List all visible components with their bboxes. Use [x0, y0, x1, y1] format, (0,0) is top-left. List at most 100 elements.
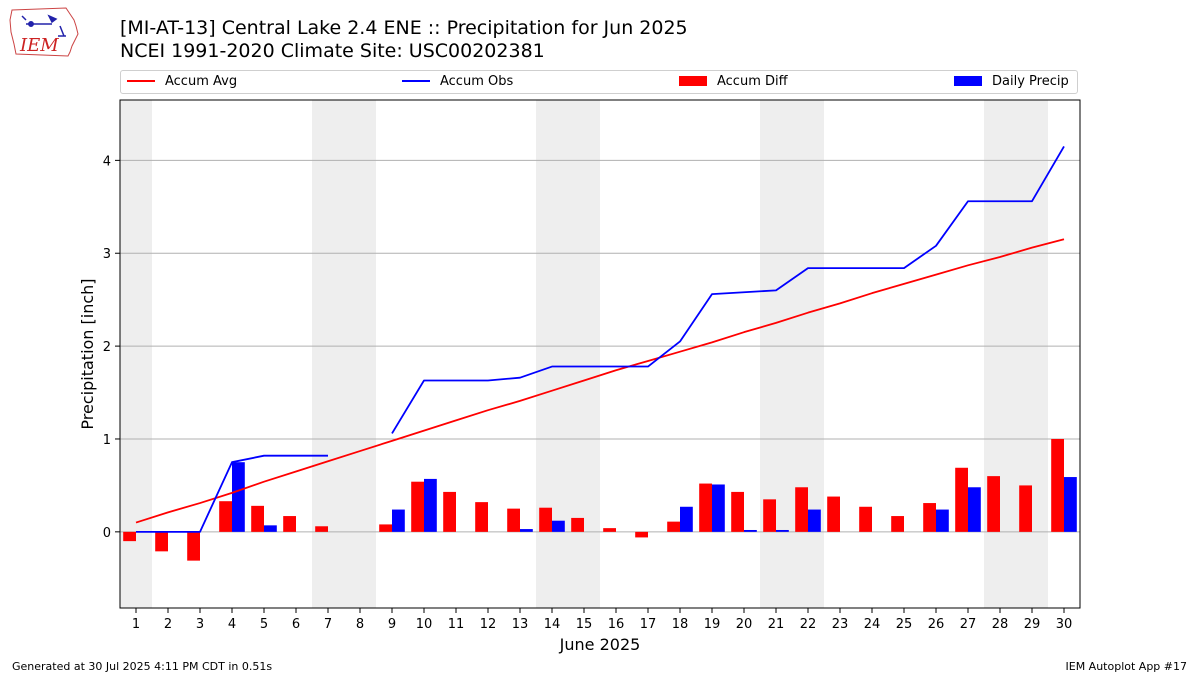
legend-item-accum-obs: Accum Obs — [402, 74, 513, 90]
accum-obs-line — [391, 145, 1065, 434]
legend-label-accum-obs: Accum Obs — [440, 74, 514, 89]
chart-legend: Accum Avg Accum Obs Accum Diff Daily Pre… — [120, 70, 1078, 94]
accum-diff-bar — [987, 476, 1000, 532]
accum-diff-bar — [635, 531, 648, 538]
x-tick-label: 9 — [388, 617, 396, 632]
accum-diff-bar — [731, 491, 744, 532]
x-tick-label: 18 — [672, 617, 689, 632]
accum-diff-bar — [219, 501, 232, 532]
daily-precip-bar — [392, 509, 405, 532]
footer-generated: Generated at 30 Jul 2025 4:11 PM CDT in … — [12, 660, 273, 673]
x-tick-label: 12 — [480, 617, 497, 632]
chart-subtitle: NCEI 1991-2020 Climate Site: USC00202381 — [120, 40, 545, 62]
daily-precip-bar — [264, 525, 277, 532]
legend-swatch-accum-obs — [402, 79, 430, 82]
daily-precip-bar — [968, 487, 981, 532]
x-tick-label: 10 — [416, 617, 433, 632]
legend-swatch-accum-avg — [127, 79, 155, 82]
accum-diff-bar — [923, 503, 936, 532]
daily-precip-bar — [776, 529, 789, 532]
y-tick-label: 0 — [103, 526, 111, 541]
accum-diff-bar — [283, 516, 296, 532]
daily-precip-bar — [808, 509, 821, 532]
accum-diff-bar — [443, 491, 456, 532]
y-tick-label: 3 — [103, 247, 111, 262]
daily-precip-bar — [680, 506, 693, 532]
accum-obs-line — [136, 454, 328, 533]
x-tick-label: 15 — [576, 617, 593, 632]
x-tick-label: 4 — [228, 617, 236, 632]
x-tick-label: 11 — [448, 617, 465, 632]
x-tick-label: 8 — [356, 617, 364, 632]
accum-avg-line — [135, 238, 1065, 524]
daily-precip-bar — [552, 520, 565, 532]
x-tick-label: 28 — [992, 617, 1009, 632]
daily-precip-bar — [424, 478, 437, 532]
accum-diff-bar — [955, 467, 968, 532]
legend-item-daily-precip: Daily Precip — [954, 74, 1069, 90]
footer-app: IEM Autoplot App #17 — [1065, 660, 1188, 673]
accum-diff-bar — [571, 517, 584, 532]
x-tick-label: 19 — [704, 617, 721, 632]
accum-diff-bar — [1051, 438, 1064, 532]
legend-label-accum-diff: Accum Diff — [717, 74, 788, 89]
accum-diff-bar — [603, 528, 616, 532]
x-tick-label: 30 — [1056, 617, 1073, 632]
iem-logo: IEM — [8, 6, 82, 62]
x-tick-label: 21 — [768, 617, 785, 632]
x-tick-label: 1 — [132, 617, 140, 632]
weekend-shade — [120, 100, 152, 608]
legend-swatch-accum-diff — [679, 75, 707, 86]
daily-precip-bar — [712, 484, 725, 532]
accum-diff-bar — [507, 508, 520, 532]
x-tick-label: 27 — [960, 617, 977, 632]
legend-item-accum-avg: Accum Avg — [127, 74, 237, 90]
accum-diff-bar — [155, 531, 168, 552]
accum-diff-bar — [795, 487, 808, 532]
legend-label-accum-avg: Accum Avg — [165, 74, 238, 89]
accum-diff-bar — [667, 521, 680, 532]
accum-diff-bar — [475, 502, 488, 532]
x-tick-label: 25 — [896, 617, 913, 632]
daily-precip-bar — [1064, 477, 1077, 532]
daily-precip-bar — [744, 529, 757, 532]
daily-precip-bar — [520, 529, 533, 532]
x-tick-label: 23 — [832, 617, 849, 632]
x-tick-label: 29 — [1024, 617, 1041, 632]
daily-precip-bar — [232, 462, 245, 532]
x-tick-label: 6 — [292, 617, 300, 632]
y-tick-label: 1 — [103, 433, 111, 448]
logo-text: IEM — [19, 35, 59, 56]
x-tick-label: 2 — [164, 617, 172, 632]
x-tick-label: 17 — [640, 617, 657, 632]
accum-diff-bar — [763, 499, 776, 532]
x-tick-label: 22 — [800, 617, 817, 632]
x-tick-label: 7 — [324, 617, 332, 632]
accum-diff-bar — [1019, 485, 1032, 532]
x-tick-label: 3 — [196, 617, 204, 632]
accum-diff-bar — [859, 506, 872, 532]
x-tick-label: 5 — [260, 617, 268, 632]
x-tick-label: 24 — [864, 617, 881, 632]
x-tick-label: 26 — [928, 617, 945, 632]
chart-title: [MI-AT-13] Central Lake 2.4 ENE :: Preci… — [120, 17, 688, 39]
x-tick-label: 14 — [544, 617, 561, 632]
accum-diff-bar — [123, 531, 136, 542]
x-tick-label: 20 — [736, 617, 753, 632]
accum-diff-bar — [539, 507, 552, 532]
y-tick-label: 4 — [103, 154, 111, 169]
x-tick-label: 13 — [512, 617, 529, 632]
accum-diff-bar — [411, 481, 424, 532]
accum-diff-bar — [315, 526, 328, 532]
accum-diff-bar — [891, 516, 904, 532]
accum-diff-bar — [251, 505, 264, 532]
x-axis-label: June 2025 — [559, 635, 641, 654]
y-axis-label: Precipitation [inch] — [78, 278, 97, 429]
x-tick-label: 16 — [608, 617, 625, 632]
y-tick-label: 2 — [103, 340, 111, 355]
accum-diff-bar — [187, 531, 200, 561]
accum-diff-bar — [827, 496, 840, 532]
daily-precip-bar — [936, 509, 949, 532]
accum-diff-bar — [379, 524, 392, 532]
